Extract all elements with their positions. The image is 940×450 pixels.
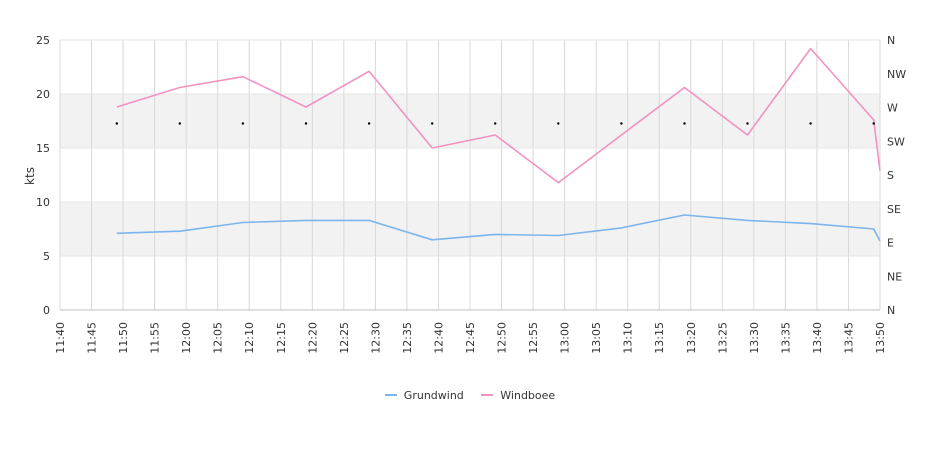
x-tick-label: 13:35 [779, 322, 792, 354]
direction-tick-label: SW [887, 135, 905, 148]
y-tick-label: 10 [36, 196, 50, 209]
x-tick-label: 11:50 [117, 322, 130, 354]
series-line-grundwind[interactable] [116, 214, 881, 242]
direction-tick-label: SE [887, 203, 901, 216]
x-tick-label: 13:00 [559, 322, 572, 354]
vertical-grid [59, 40, 881, 310]
legend-swatch-grundwind [384, 394, 397, 396]
y-axis-ticks: 0 5 10 15 20 25 [36, 34, 50, 317]
direction-marker [178, 122, 181, 125]
x-tick-label: 12:15 [275, 322, 288, 354]
x-tick-label: 12:35 [401, 322, 414, 354]
x-tick-label: 12:50 [496, 322, 509, 354]
direction-tick-label: E [887, 237, 894, 250]
x-tick-label: 13:15 [653, 322, 666, 354]
direction-tick-label: N [887, 304, 895, 317]
direction-marker [557, 122, 560, 125]
direction-marker [367, 122, 371, 125]
horizontal-grid [60, 39, 880, 311]
direction-marker [431, 122, 434, 125]
x-tick-label: 12:20 [306, 322, 319, 354]
direction-tick-label: NW [887, 68, 906, 81]
direction-tick-label: NE [887, 270, 902, 283]
direction-marker [872, 122, 875, 125]
x-tick-label: 12:10 [243, 322, 256, 354]
x-tick-label: 13:30 [748, 322, 761, 354]
x-tick-label: 13:25 [716, 322, 729, 354]
x-tick-label: 12:55 [527, 322, 540, 354]
direction-marker [620, 122, 623, 125]
series-lines [116, 47, 881, 242]
legend-label-windboee: Windboee [500, 388, 556, 402]
x-tick-label: 11:45 [86, 322, 99, 354]
legend: Grundwind Windboee [0, 386, 940, 402]
x-tick-label: 13:40 [811, 322, 824, 354]
direction-marker [809, 122, 812, 125]
x-tick-label: 12:30 [369, 322, 382, 354]
direction-marker [304, 122, 308, 125]
direction-axis-ticks: N NE E SE S SW W NW N [887, 34, 906, 317]
legend-item-windboee[interactable]: Windboee [481, 389, 555, 402]
x-tick-label: 13:50 [874, 322, 887, 354]
direction-marker [115, 122, 119, 125]
x-tick-label: 12:45 [464, 322, 477, 354]
x-tick-label: 13:20 [685, 322, 698, 354]
x-tick-label: 13:10 [622, 322, 635, 354]
series-line-windboee[interactable] [116, 47, 881, 184]
y-tick-label: 5 [43, 250, 50, 263]
x-tick-label: 11:40 [54, 322, 67, 354]
y-tick-label: 15 [36, 142, 50, 155]
y-tick-label: 20 [36, 88, 50, 101]
direction-marker [683, 122, 686, 125]
y-tick-label: 0 [43, 304, 50, 317]
direction-marker [241, 122, 245, 125]
direction-tick-label: N [887, 34, 895, 47]
x-tick-label: 12:05 [212, 322, 225, 354]
direction-marker [746, 122, 749, 125]
x-tick-label: 13:05 [590, 322, 603, 354]
x-tick-label: 12:25 [338, 322, 351, 354]
direction-tick-label: W [887, 102, 898, 115]
direction-marker [494, 122, 497, 125]
legend-swatch-windboee [481, 394, 494, 396]
y-axis-label: kts [23, 167, 37, 185]
legend-label-grundwind: Grundwind [403, 388, 464, 402]
x-axis-ticks: 11:40 11:45 11:50 11:55 12:00 12:05 12:10 12:15… [54, 322, 887, 354]
direction-tick-label: S [887, 169, 894, 182]
direction-markers [115, 122, 875, 125]
y-tick-label: 25 [36, 34, 50, 47]
x-tick-label: 11:55 [149, 322, 162, 354]
x-tick-label: 12:00 [180, 322, 193, 354]
x-tick-label: 12:40 [432, 322, 445, 354]
legend-item-grundwind[interactable]: Grundwind [384, 388, 464, 402]
x-tick-label: 13:45 [842, 322, 855, 354]
